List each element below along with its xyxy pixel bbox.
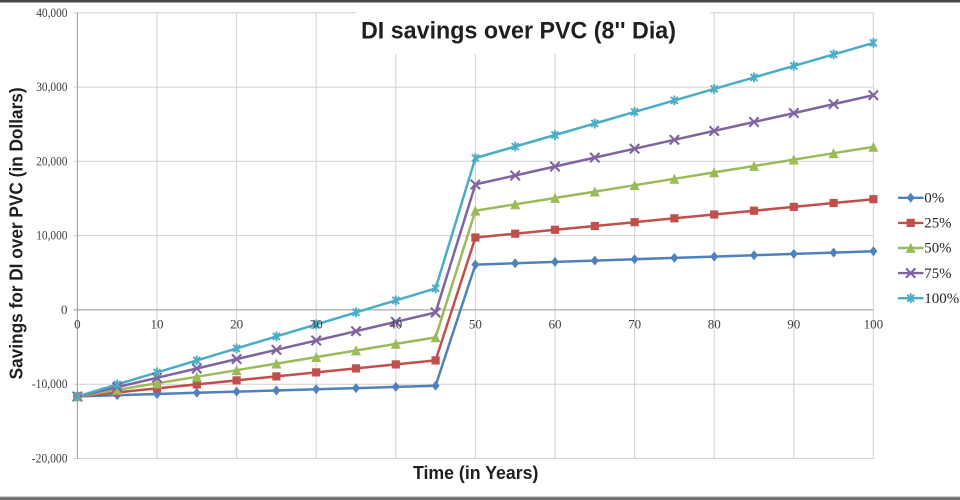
svg-text:-10,000: -10,000 [32,376,68,391]
svg-text:DI savings over PVC (8'' Dia): DI savings over PVC (8'' Dia) [361,18,676,45]
svg-text:10,000: 10,000 [36,228,67,243]
svg-text:50%: 50% [924,241,951,257]
svg-text:0: 0 [74,316,81,331]
svg-text:40: 40 [389,316,402,331]
svg-text:40,000: 40,000 [36,5,67,20]
svg-text:-20,000: -20,000 [32,451,68,466]
svg-text:Time (in Years): Time (in Years) [413,463,539,483]
svg-text:10: 10 [151,316,164,331]
svg-text:50: 50 [469,316,482,331]
svg-text:100: 100 [864,316,884,331]
svg-text:100%: 100% [924,291,959,307]
svg-text:75%: 75% [924,266,951,282]
svg-text:30,000: 30,000 [36,79,67,94]
svg-text:0%: 0% [924,191,944,207]
svg-text:80: 80 [708,316,721,331]
svg-text:Savings for DI over PVC (in Do: Savings for DI over PVC (in Dollars) [7,87,27,379]
svg-text:20,000: 20,000 [36,153,67,168]
svg-text:60: 60 [549,316,562,331]
svg-text:90: 90 [787,316,800,331]
svg-text:25%: 25% [924,216,951,232]
svg-text:70: 70 [628,316,641,331]
svg-text:20: 20 [230,316,243,331]
svg-text:30: 30 [310,316,323,331]
svg-text:0: 0 [61,302,68,317]
